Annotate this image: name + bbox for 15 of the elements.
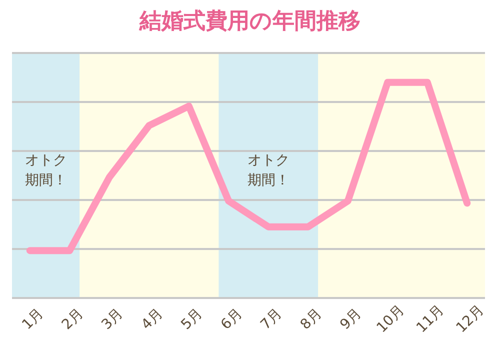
x-tick-label: 6月 (218, 305, 246, 333)
x-tick-label: 5月 (178, 305, 206, 333)
x-tick-label: 9月 (337, 305, 365, 333)
chart-title: 結婚式費用の年間推移 (138, 9, 360, 34)
x-tick-label: 11月 (414, 302, 448, 336)
x-tick-label: 2月 (59, 305, 87, 333)
x-tick-label: 12月 (453, 302, 488, 336)
x-tick-label: 1月 (19, 305, 47, 333)
x-tick-label: 4月 (138, 305, 166, 333)
x-tick-label: 10月 (374, 302, 408, 336)
x-tick-label: 7月 (258, 305, 286, 333)
band-label: オトク期間！ (247, 152, 290, 188)
band-label: オトク期間！ (24, 152, 67, 188)
x-tick-label: 8月 (298, 305, 326, 333)
x-tick-label: 3月 (98, 305, 126, 333)
